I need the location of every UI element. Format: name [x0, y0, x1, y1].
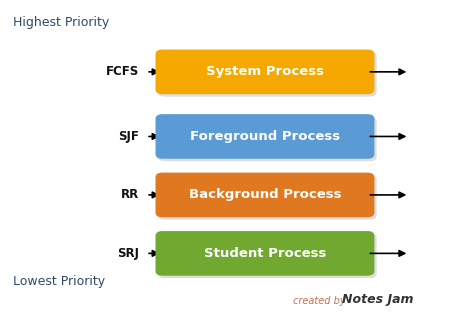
Text: Notes Jam: Notes Jam [342, 293, 413, 306]
Text: System Process: System Process [206, 65, 324, 78]
FancyBboxPatch shape [158, 52, 377, 97]
Text: Lowest Priority: Lowest Priority [13, 275, 106, 288]
Text: created by: created by [293, 296, 349, 306]
FancyBboxPatch shape [158, 117, 377, 161]
Text: Foreground Process: Foreground Process [190, 130, 340, 143]
FancyBboxPatch shape [155, 173, 374, 217]
Text: Highest Priority: Highest Priority [13, 16, 109, 29]
FancyBboxPatch shape [155, 231, 374, 276]
Text: RR: RR [121, 188, 139, 201]
FancyBboxPatch shape [158, 234, 377, 278]
Text: SJF: SJF [118, 130, 139, 143]
Text: Student Process: Student Process [204, 247, 326, 260]
FancyBboxPatch shape [155, 114, 374, 159]
FancyBboxPatch shape [155, 50, 374, 94]
Text: FCFS: FCFS [106, 65, 139, 78]
Text: SRJ: SRJ [117, 247, 139, 260]
Text: Background Process: Background Process [189, 188, 341, 201]
FancyBboxPatch shape [158, 175, 377, 220]
